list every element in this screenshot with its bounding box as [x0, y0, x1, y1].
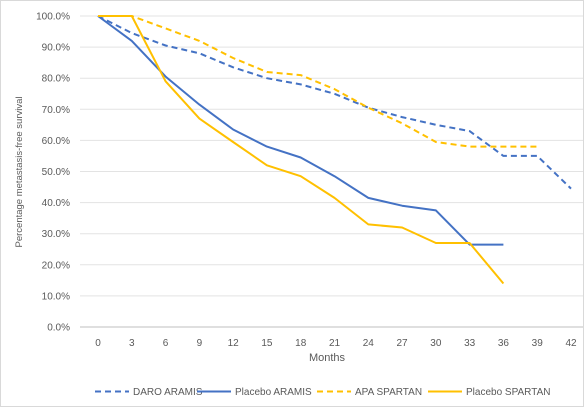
y-tick-label: 20.0% [42, 260, 70, 271]
y-tick-label: 60.0% [42, 136, 70, 147]
y-tick-label: 80.0% [42, 74, 70, 85]
x-tick-label: 42 [565, 338, 577, 349]
x-tick-label: 18 [295, 338, 307, 349]
x-axis-title: Months [309, 352, 346, 364]
legend-label: Placebo SPARTAN [466, 387, 550, 398]
legend-label: APA SPARTAN [355, 387, 422, 398]
x-tick-label: 6 [163, 338, 169, 349]
x-tick-label: 9 [197, 338, 203, 349]
x-tick-label: 24 [363, 338, 375, 349]
series-line-3 [98, 15, 538, 148]
x-tick-label: 33 [464, 338, 476, 349]
x-tick-label: 21 [329, 338, 341, 349]
y-tick-label: 100.0% [36, 12, 70, 23]
y-tick-label: 50.0% [42, 167, 70, 178]
y-tick-label: 10.0% [42, 291, 70, 302]
y-tick-label: 40.0% [42, 198, 70, 209]
series-line-1 [97, 15, 572, 190]
legend-label: Placebo ARAMIS [235, 387, 312, 398]
x-tick-label: 3 [129, 338, 135, 349]
x-tick-label: 39 [532, 338, 544, 349]
x-tick-label: 15 [261, 338, 273, 349]
y-tick-label: 0.0% [47, 323, 70, 334]
legend-label: DARO ARAMIS [133, 387, 203, 398]
y-tick-label: 90.0% [42, 43, 70, 54]
y-tick-label: 30.0% [42, 229, 70, 240]
x-tick-label: 12 [228, 338, 240, 349]
x-tick-label: 36 [498, 338, 510, 349]
y-tick-label: 70.0% [42, 105, 70, 116]
x-tick-label: 30 [430, 338, 442, 349]
x-tick-label: 27 [397, 338, 409, 349]
x-tick-label: 0 [95, 338, 101, 349]
y-axis-title: Percentage metastasis-free survival [14, 96, 25, 247]
series-line-2 [97, 15, 504, 246]
series-line-4 [98, 15, 505, 285]
